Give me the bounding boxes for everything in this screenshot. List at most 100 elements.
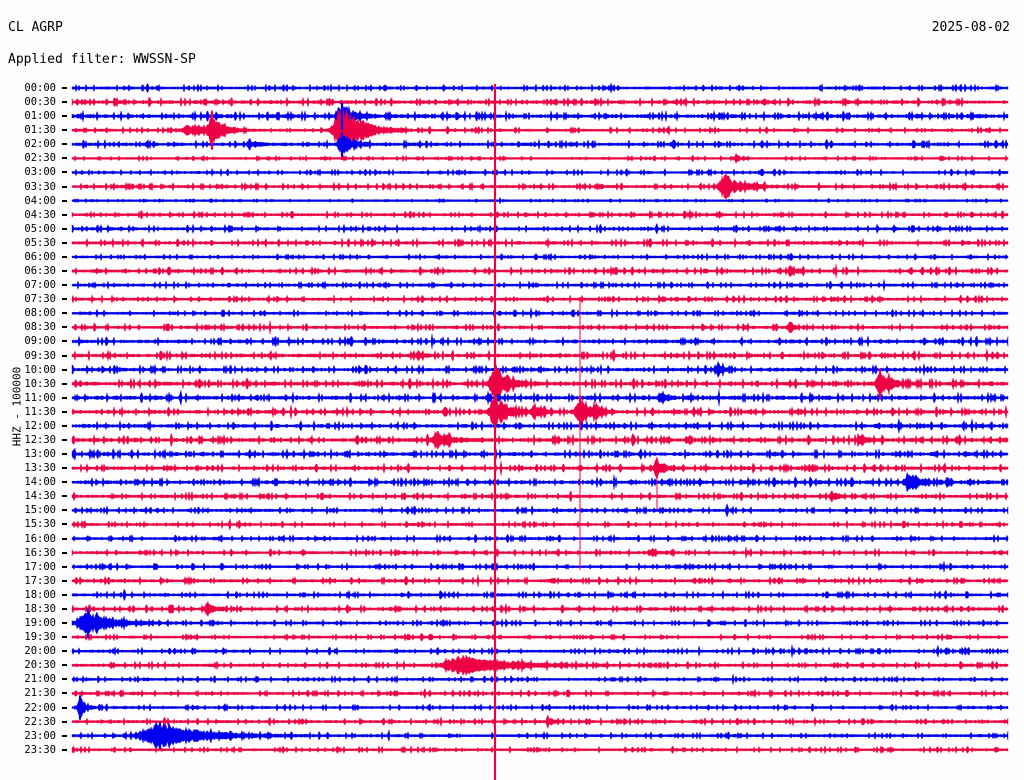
trace-row	[71, 674, 1009, 685]
main-time-marker-line	[493, 84, 497, 780]
trace-row	[71, 503, 1009, 518]
event-spike	[493, 394, 497, 430]
event-spike	[724, 174, 728, 199]
time-label-0130: 01:30	[24, 124, 56, 137]
event-spike	[86, 608, 90, 638]
time-label-0200: 02:00	[24, 138, 56, 151]
time-label-0000: 00:00	[24, 82, 56, 94]
trace-row	[71, 263, 1009, 279]
time-label-2230: 22:30	[24, 715, 56, 728]
time-label-0600: 06:00	[24, 250, 56, 263]
time-label-2030: 20:30	[24, 659, 56, 672]
time-label-1430: 14:30	[24, 490, 56, 503]
y-axis-tick	[62, 129, 67, 132]
time-label-1100: 11:00	[24, 391, 56, 404]
y-axis-tick	[62, 706, 67, 709]
time-label-0900: 09:00	[24, 335, 56, 348]
time-label-1030: 10:30	[24, 377, 56, 390]
event-spike	[578, 395, 582, 429]
time-label-2100: 21:00	[24, 673, 56, 686]
trace-row	[71, 348, 1009, 363]
event-spike	[340, 132, 344, 157]
trace-row	[71, 722, 1009, 750]
y-axis-tick	[62, 396, 67, 399]
y-axis-tick	[62, 593, 67, 596]
time-label-2000: 20:00	[24, 645, 56, 658]
trace-row	[71, 574, 1009, 587]
time-label-2200: 22:00	[24, 701, 56, 714]
time-label-1130: 11:30	[24, 405, 56, 418]
y-axis-tick	[62, 622, 67, 625]
y-axis-tick	[62, 199, 67, 202]
event-spike	[78, 695, 82, 720]
time-label-1230: 12:30	[24, 434, 56, 446]
time-label-0430: 04:30	[24, 208, 56, 221]
trace-row	[71, 167, 1009, 178]
y-axis-tick	[62, 241, 67, 244]
trace-row	[71, 320, 1009, 335]
event-spike	[493, 362, 497, 406]
trace-row	[71, 697, 1009, 718]
trace-row	[71, 418, 1009, 434]
y-axis-tick	[62, 368, 67, 371]
y-axis-tick	[62, 298, 67, 301]
trace-row	[71, 561, 1009, 573]
y-axis-tick	[62, 692, 67, 695]
time-label-0400: 04:00	[24, 194, 56, 207]
y-axis-tick	[62, 227, 67, 230]
trace-row	[71, 209, 1009, 221]
time-label-1500: 15:00	[24, 504, 56, 517]
time-label-0330: 03:30	[24, 180, 56, 193]
time-label-1730: 17:30	[24, 574, 56, 587]
trace-row	[71, 714, 1009, 729]
time-label-1400: 14:00	[24, 476, 56, 489]
y-axis-tick	[62, 720, 67, 723]
trace-row	[71, 632, 1009, 642]
time-label-0300: 03:00	[24, 166, 56, 179]
trace-row	[71, 396, 1009, 428]
trace-row	[71, 252, 1009, 262]
trace-row	[71, 152, 1009, 165]
y-axis-tick	[62, 143, 67, 146]
trace-row	[71, 611, 1009, 635]
event-spike	[878, 368, 882, 399]
event-spike	[340, 102, 344, 130]
trace-row	[71, 588, 1009, 602]
trace-row	[71, 333, 1009, 349]
trace-row	[71, 196, 1009, 205]
y-axis-tick	[62, 734, 67, 737]
trace-row	[71, 96, 1009, 108]
y-axis-tick	[62, 157, 67, 160]
y-axis-tick	[62, 382, 67, 385]
time-label-0100: 01:00	[24, 110, 56, 123]
trace-row	[71, 518, 1009, 531]
trace-row	[71, 279, 1009, 291]
trace-row	[71, 430, 1009, 450]
y-axis-tick	[62, 424, 67, 427]
time-label-0030: 00:30	[24, 96, 56, 109]
y-axis-tick	[62, 340, 67, 343]
y-axis-tick	[62, 326, 67, 329]
y-axis-tick	[62, 495, 67, 498]
time-label-1900: 19:00	[24, 617, 56, 630]
time-label-1630: 16:30	[24, 546, 56, 559]
y-axis-tick	[62, 509, 67, 512]
time-label-1300: 13:00	[24, 448, 56, 461]
trace-row	[71, 361, 1009, 379]
trace-row	[71, 108, 1009, 153]
trace-row	[71, 654, 1009, 677]
trace-row	[71, 135, 1009, 154]
y-axis-tick	[62, 537, 67, 540]
time-label-2330: 23:30	[24, 743, 56, 756]
trace-row	[71, 237, 1009, 249]
record-date: 2025-08-02	[931, 20, 1010, 35]
y-axis-tick	[62, 213, 67, 216]
time-label-0930: 09:30	[24, 349, 56, 362]
station-name: CL AGRP	[8, 20, 63, 35]
y-axis-tick	[62, 270, 67, 273]
time-label-1600: 16:00	[24, 532, 56, 545]
y-axis-tick	[62, 284, 67, 287]
event-spike	[210, 111, 214, 150]
